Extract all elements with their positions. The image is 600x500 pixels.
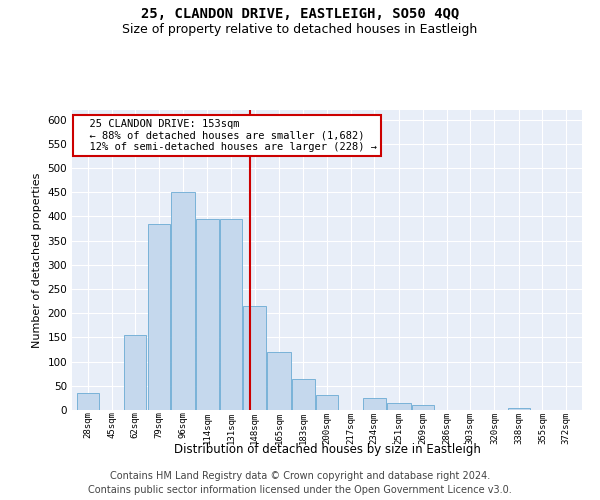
- Text: Distribution of detached houses by size in Eastleigh: Distribution of detached houses by size …: [173, 442, 481, 456]
- Text: 25, CLANDON DRIVE, EASTLEIGH, SO50 4QQ: 25, CLANDON DRIVE, EASTLEIGH, SO50 4QQ: [141, 8, 459, 22]
- Bar: [77, 393, 99, 410]
- Y-axis label: Number of detached properties: Number of detached properties: [32, 172, 42, 348]
- Bar: [220, 219, 242, 410]
- Text: 25 CLANDON DRIVE: 153sqm
  ← 88% of detached houses are smaller (1,682)
  12% of: 25 CLANDON DRIVE: 153sqm ← 88% of detach…: [77, 119, 377, 152]
- Bar: [292, 378, 314, 410]
- Bar: [148, 224, 170, 410]
- Bar: [124, 335, 146, 410]
- Bar: [508, 408, 530, 410]
- Bar: [244, 306, 266, 410]
- Bar: [363, 398, 386, 410]
- Text: Size of property relative to detached houses in Eastleigh: Size of property relative to detached ho…: [122, 22, 478, 36]
- Bar: [267, 352, 291, 410]
- Bar: [386, 402, 410, 410]
- Bar: [316, 396, 338, 410]
- Bar: [196, 219, 219, 410]
- Text: Contains HM Land Registry data © Crown copyright and database right 2024.
Contai: Contains HM Land Registry data © Crown c…: [88, 471, 512, 495]
- Bar: [171, 192, 195, 410]
- Bar: [412, 405, 434, 410]
